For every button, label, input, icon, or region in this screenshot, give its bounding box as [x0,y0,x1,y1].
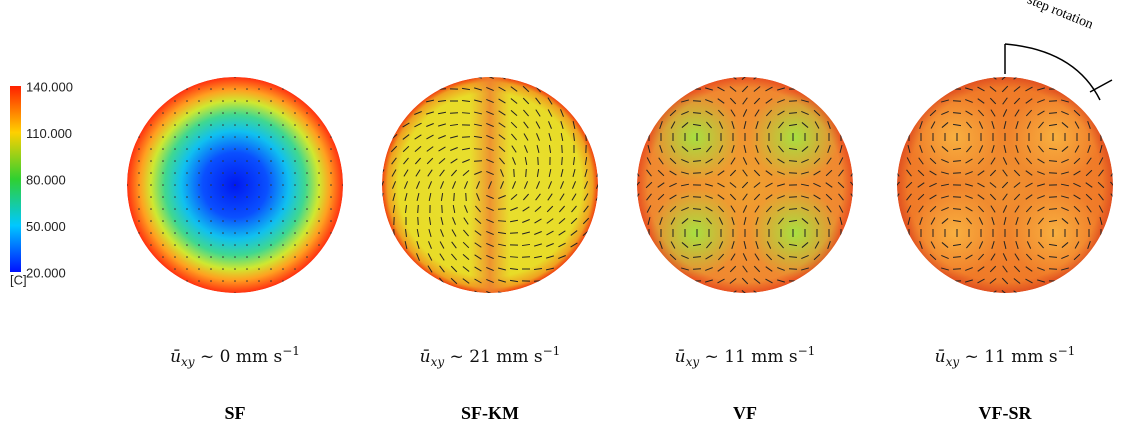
panel-image [894,74,1116,296]
label-symbol: ū [420,347,431,367]
velocity-label: ūxy ~ 11 mm s−1 [675,344,816,369]
label-sup: −1 [1058,344,1076,358]
colorbar-unit: [C] [10,272,27,287]
vortex [750,92,840,182]
figure: 140.000 110.000 80.000 50.000 20.000[C] ūxy … [0,0,1122,426]
colorbar-tick: 50.000 [26,219,66,234]
colorbar-tick: 20.000 [26,265,66,280]
panel-title: SF [224,403,245,423]
annotation: step rotation [1025,0,1095,33]
vortex [910,92,1000,182]
label-sup: −1 [798,344,816,358]
label-sub: xy [946,355,960,369]
label-sub: xy [431,355,445,369]
panel-image [634,74,856,296]
vortex [650,92,740,182]
label-symbol: ū [675,347,686,367]
vortex [650,188,740,278]
figure-canvas: 140.000 110.000 80.000 50.000 20.000[C] ūxy … [0,0,1122,426]
label-symbol: ū [935,347,946,367]
label-text: ~ 0 mm s [195,347,283,367]
label-sub: xy [686,355,700,369]
colorbar-tick: 80.000 [26,172,66,187]
panel-image [378,73,601,296]
label-sub: xy [181,355,195,369]
panel-title: SF-KM [461,403,519,423]
label-sup: −1 [282,344,300,358]
velocity-label: ūxy ~ 11 mm s−1 [935,344,1076,369]
velocity-label: ūxy ~ 0 mm s−1 [170,344,300,369]
label-text: ~ 21 mm s [444,347,542,367]
panel-title: VF [733,403,757,423]
label-sup: −1 [543,344,561,358]
panel-title: VF-SR [979,403,1033,423]
vortex [750,188,840,278]
velocity-label: ūxy ~ 21 mm s−1 [420,344,561,369]
vortex [910,188,1000,278]
vortex [1010,92,1100,182]
colorbar-tick: 110.000 [26,126,72,141]
colorbar [10,86,21,272]
panel-image [126,76,344,294]
vortex [1010,188,1100,278]
label-text: ~ 11 mm s [959,347,1057,367]
colorbar-tick: 140.000 [26,79,73,94]
label-text: ~ 11 mm s [699,347,797,367]
label-symbol: ū [170,347,181,367]
